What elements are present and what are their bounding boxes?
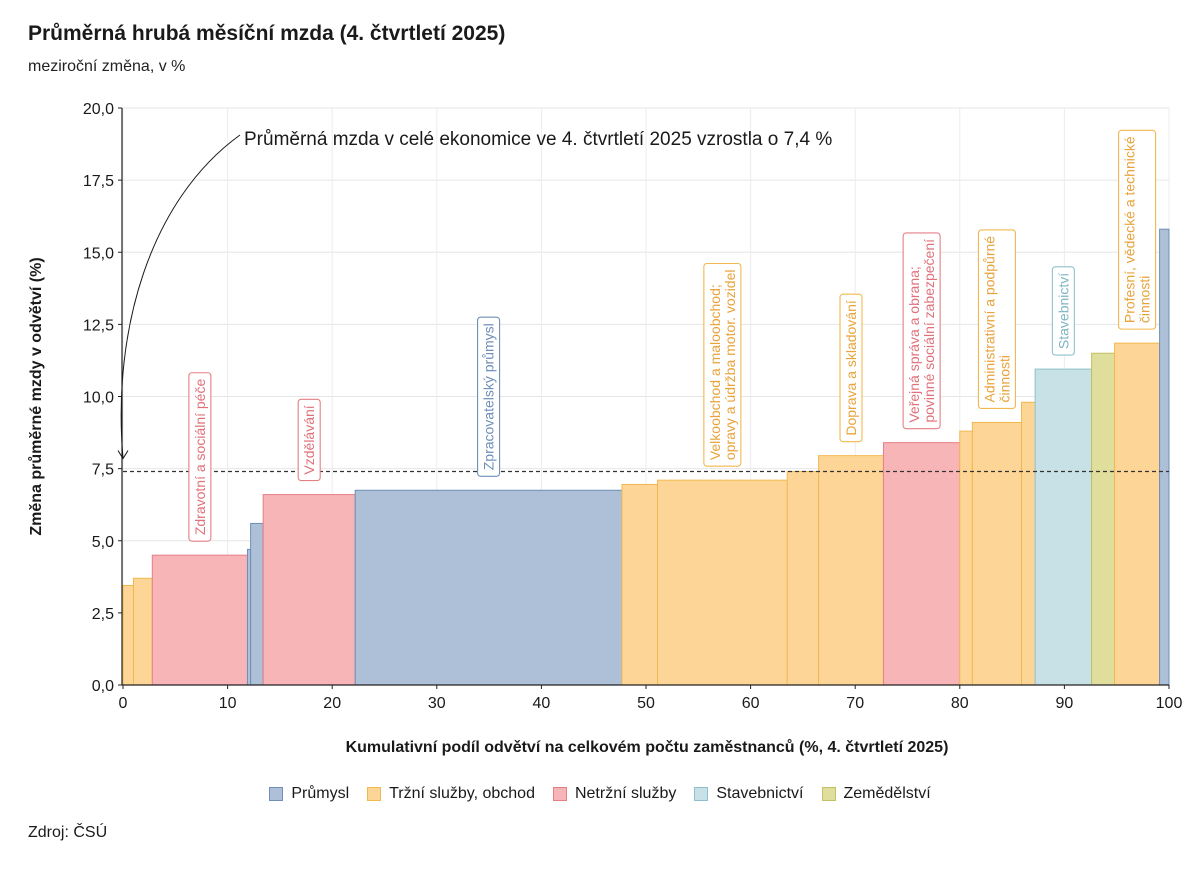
bars: [122, 228, 1170, 686]
bar-label-17: Profesní, vědecké a technické činnosti: [1118, 129, 1157, 330]
bar-17: [1114, 342, 1161, 686]
bar-label-text: Stavebnictví: [1055, 273, 1071, 349]
bar-label-box: [839, 293, 863, 443]
bar-label-15: Stavebnictví: [1051, 266, 1075, 356]
y-tick-label: 17,5: [83, 173, 114, 190]
bar-label-text: Veřejná správa a obrana;: [906, 266, 922, 422]
legend-item: Tržní služby, obchod: [367, 785, 535, 803]
bar-5: [262, 494, 356, 686]
annotation-text: Průměrná mzda v celé ekonomice ve 4. čtv…: [244, 129, 832, 150]
bar-label-2: Zdravotní a sociální péče: [188, 372, 212, 542]
x-tick-label: 100: [1156, 695, 1183, 712]
y-tick-label: 5,0: [92, 534, 114, 551]
bar-6: [354, 489, 623, 686]
annotation-arrow: [120, 134, 241, 459]
bar-label-box: [477, 316, 501, 477]
bar-label-5: Vzdělávání: [297, 398, 321, 482]
x-tick-label: 50: [637, 695, 655, 712]
bar-15: [1034, 368, 1093, 686]
bar-label-13: Administrativní a podpůrné činnosti: [977, 229, 1016, 410]
legend-swatch: [821, 787, 836, 801]
y-tick-label: 2,5: [92, 606, 114, 623]
bar-label-box: [977, 229, 1016, 410]
bar-label-box: [703, 262, 742, 467]
y-tick-label: 10,0: [83, 390, 114, 407]
legend-swatch: [694, 787, 709, 801]
bar-2: [151, 554, 248, 686]
annotation: Průměrná mzda v celé ekonomice ve 4. čtv…: [117, 129, 832, 460]
bar-label-text: povinné sociální zabezpečení: [921, 239, 937, 423]
bar-label-6: Zpracovatelský průmysl: [477, 316, 501, 477]
y-tick-label: 12,5: [83, 317, 114, 334]
bar-label-11: Veřejná správa a obrana; povinné sociální…: [902, 232, 941, 430]
y-tick-label: 0,0: [92, 678, 114, 695]
bar-13: [971, 421, 1023, 686]
bar-11: [882, 442, 961, 686]
x-tick-label: 90: [1056, 695, 1074, 712]
legend-swatch: [552, 787, 567, 801]
bar-label-text: činnosti: [996, 355, 1012, 402]
bar-label-text: Doprava a skladování: [843, 300, 859, 436]
bar-label-8: Velkoobchod a maloobchod; opravy a údržba…: [703, 262, 742, 467]
y-tick-label: 7,5: [92, 462, 114, 479]
bar-label-text: Profesní, vědecké a technické: [1122, 136, 1138, 323]
legend-item: Stavebnictví: [694, 785, 804, 803]
legend-item: Průmysl: [269, 785, 349, 803]
y-tick-label: 15,0: [83, 245, 114, 262]
x-axis-label: Kumulativní podíl odvětví na celkovém po…: [346, 739, 949, 756]
axes: 0,0 2,5 5,0 7,5 10,0 12,5 15,0 17,5 20,0 0 10 20 30 4…: [28, 101, 1182, 756]
legend-label: Tržní služby, obchod: [389, 785, 535, 802]
bar-4: [250, 522, 264, 686]
bar-label-box: [188, 372, 212, 542]
legend-item: Zemědělství: [821, 785, 931, 803]
legend-swatch: [367, 787, 382, 801]
x-tick-label: 40: [533, 695, 551, 712]
bar-label-text: Velkoobchod a maloobchod;: [707, 284, 723, 460]
bar-label-box: [1051, 266, 1075, 356]
legend-label: Zemědělství: [843, 785, 931, 802]
bar-label-box: [1118, 129, 1157, 330]
x-tick-label: 70: [846, 695, 864, 712]
x-tick-label: 60: [742, 695, 760, 712]
legend-swatch: [269, 787, 284, 801]
x-tick-label: 20: [323, 695, 341, 712]
bar-0: [122, 584, 134, 686]
legend-item: Netržní služby: [552, 785, 677, 803]
bar-9: [786, 471, 820, 686]
chart-subtitle: meziroční změna, v %: [28, 58, 186, 75]
bar-label-text: činnosti: [1137, 276, 1153, 323]
bar-label-box: [297, 398, 321, 482]
legend-label: Stavebnictví: [716, 785, 804, 802]
bar-7: [621, 483, 659, 686]
chart-plot: 0,0 2,5 5,0 7,5 10,0 12,5 15,0 17,5 20,0 0 10 20 30 4…: [28, 101, 1182, 756]
bar-label-text: opravy a údržba motor. vozidel: [722, 270, 738, 461]
x-tick-label: 10: [219, 695, 237, 712]
legend-label: Průmysl: [291, 785, 350, 802]
bar-10: [818, 455, 884, 686]
bar-16: [1091, 352, 1116, 686]
x-tick-label: 30: [428, 695, 446, 712]
bar-12: [959, 430, 973, 686]
bar-label-10: Doprava a skladování: [839, 293, 863, 443]
legend-label: Netržní služby: [574, 785, 677, 802]
bar-label-box: [902, 232, 941, 430]
bar-label-text: Administrativní a podpůrné: [981, 236, 997, 403]
bar-labels: Zdravotní a sociální péče Vzdělávání Zprac…: [188, 129, 1157, 542]
bar-8: [657, 479, 788, 686]
chart-title: Průměrná hrubá měsíční mzda (4. čtvrtlet…: [28, 22, 506, 45]
bar-14: [1021, 401, 1036, 686]
y-tick-label: 20,0: [83, 101, 114, 118]
source-note: Zdroj: ČSÚ: [28, 824, 108, 841]
legend: Průmysl Tržní služby, obchod Netržní služb…: [0, 785, 1200, 803]
y-axis-label: Změna průměrné mzdy v odvětví (%): [28, 257, 45, 535]
bar-label-text: Zpracovatelský průmysl: [481, 323, 497, 470]
bar-label-text: Vzdělávání: [301, 405, 317, 474]
x-tick-label: 0: [119, 695, 128, 712]
x-tick-label: 80: [951, 695, 969, 712]
bar-label-text: Zdravotní a sociální péče: [192, 379, 208, 536]
bar-18: [1159, 228, 1170, 686]
annotation-arrowhead: [117, 450, 129, 460]
bar-1: [132, 577, 153, 686]
